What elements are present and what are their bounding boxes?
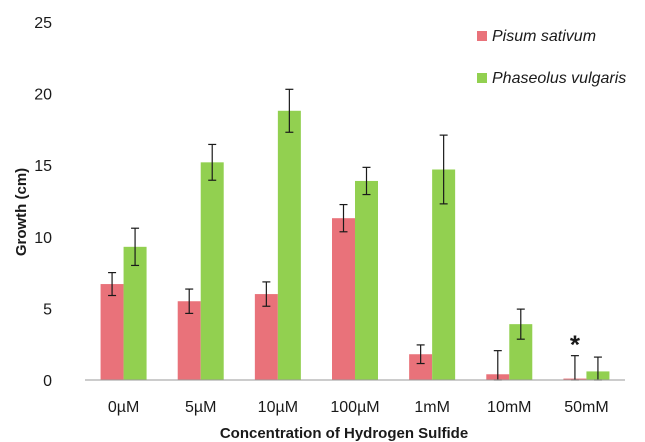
error-bars — [108, 88, 602, 381]
y-tick-label: 10 — [34, 230, 52, 247]
x-tick-label: 10µM — [258, 399, 298, 416]
error-bar — [285, 88, 294, 133]
bar-pisum-sativum — [409, 354, 433, 380]
legend-label: Phaseolus vulgaris — [492, 70, 626, 87]
legend-item: Pisum sativum — [477, 28, 596, 45]
error-bar — [185, 288, 194, 315]
bar-phaseolus-vulgaris — [123, 246, 147, 380]
y-tick-label: 20 — [34, 87, 52, 104]
x-tick-label: 100µM — [330, 399, 379, 416]
y-axis-label: Growth (cm) — [13, 168, 30, 256]
y-axis-ticks: 0 5 10 15 20 25 — [34, 15, 52, 390]
error-bar — [339, 203, 348, 233]
error-bar — [131, 227, 140, 267]
x-axis-label: Concentration of Hydrogen Sulfide — [220, 425, 468, 442]
legend-swatch — [477, 73, 487, 83]
error-bar — [208, 143, 217, 181]
bar-phaseolus-vulgaris — [200, 162, 224, 380]
error-bar — [262, 281, 271, 307]
bar-pisum-sativum — [332, 218, 355, 380]
annotations: * — [570, 330, 581, 360]
bar-phaseolus-vulgaris — [355, 180, 378, 380]
x-tick-label: 50mM — [564, 399, 608, 416]
significance-asterisk: * — [570, 330, 581, 360]
y-tick-label: 0 — [43, 373, 52, 390]
bar-phaseolus-vulgaris — [277, 110, 301, 380]
legend-swatch — [477, 31, 487, 41]
y-tick-label: 5 — [43, 301, 52, 318]
x-axis-ticks: 0µM 5µM 10µM 100µM 1mM 10mM 50mM — [108, 399, 609, 416]
bar-pisum-sativum — [177, 301, 201, 380]
y-tick-label: 25 — [34, 15, 52, 32]
error-bar — [108, 272, 117, 297]
error-bar — [439, 134, 448, 205]
x-tick-label: 0µM — [108, 399, 139, 416]
x-tick-label: 1mM — [414, 399, 450, 416]
bar-group — [100, 110, 610, 380]
error-bar — [362, 166, 371, 196]
bar-pisum-sativum — [254, 294, 278, 380]
x-tick-label: 10mM — [487, 399, 531, 416]
y-tick-label: 15 — [34, 158, 52, 175]
x-tick-label: 5µM — [185, 399, 216, 416]
error-bar — [416, 344, 425, 365]
legend-item: Phaseolus vulgaris — [477, 70, 626, 87]
legend: Pisum sativum Phaseolus vulgaris — [477, 28, 626, 87]
bar-pisum-sativum — [100, 284, 124, 380]
error-bar — [516, 308, 525, 340]
bar-phaseolus-vulgaris — [432, 169, 456, 380]
legend-label: Pisum sativum — [492, 28, 596, 45]
bar-phaseolus-vulgaris — [509, 324, 533, 380]
